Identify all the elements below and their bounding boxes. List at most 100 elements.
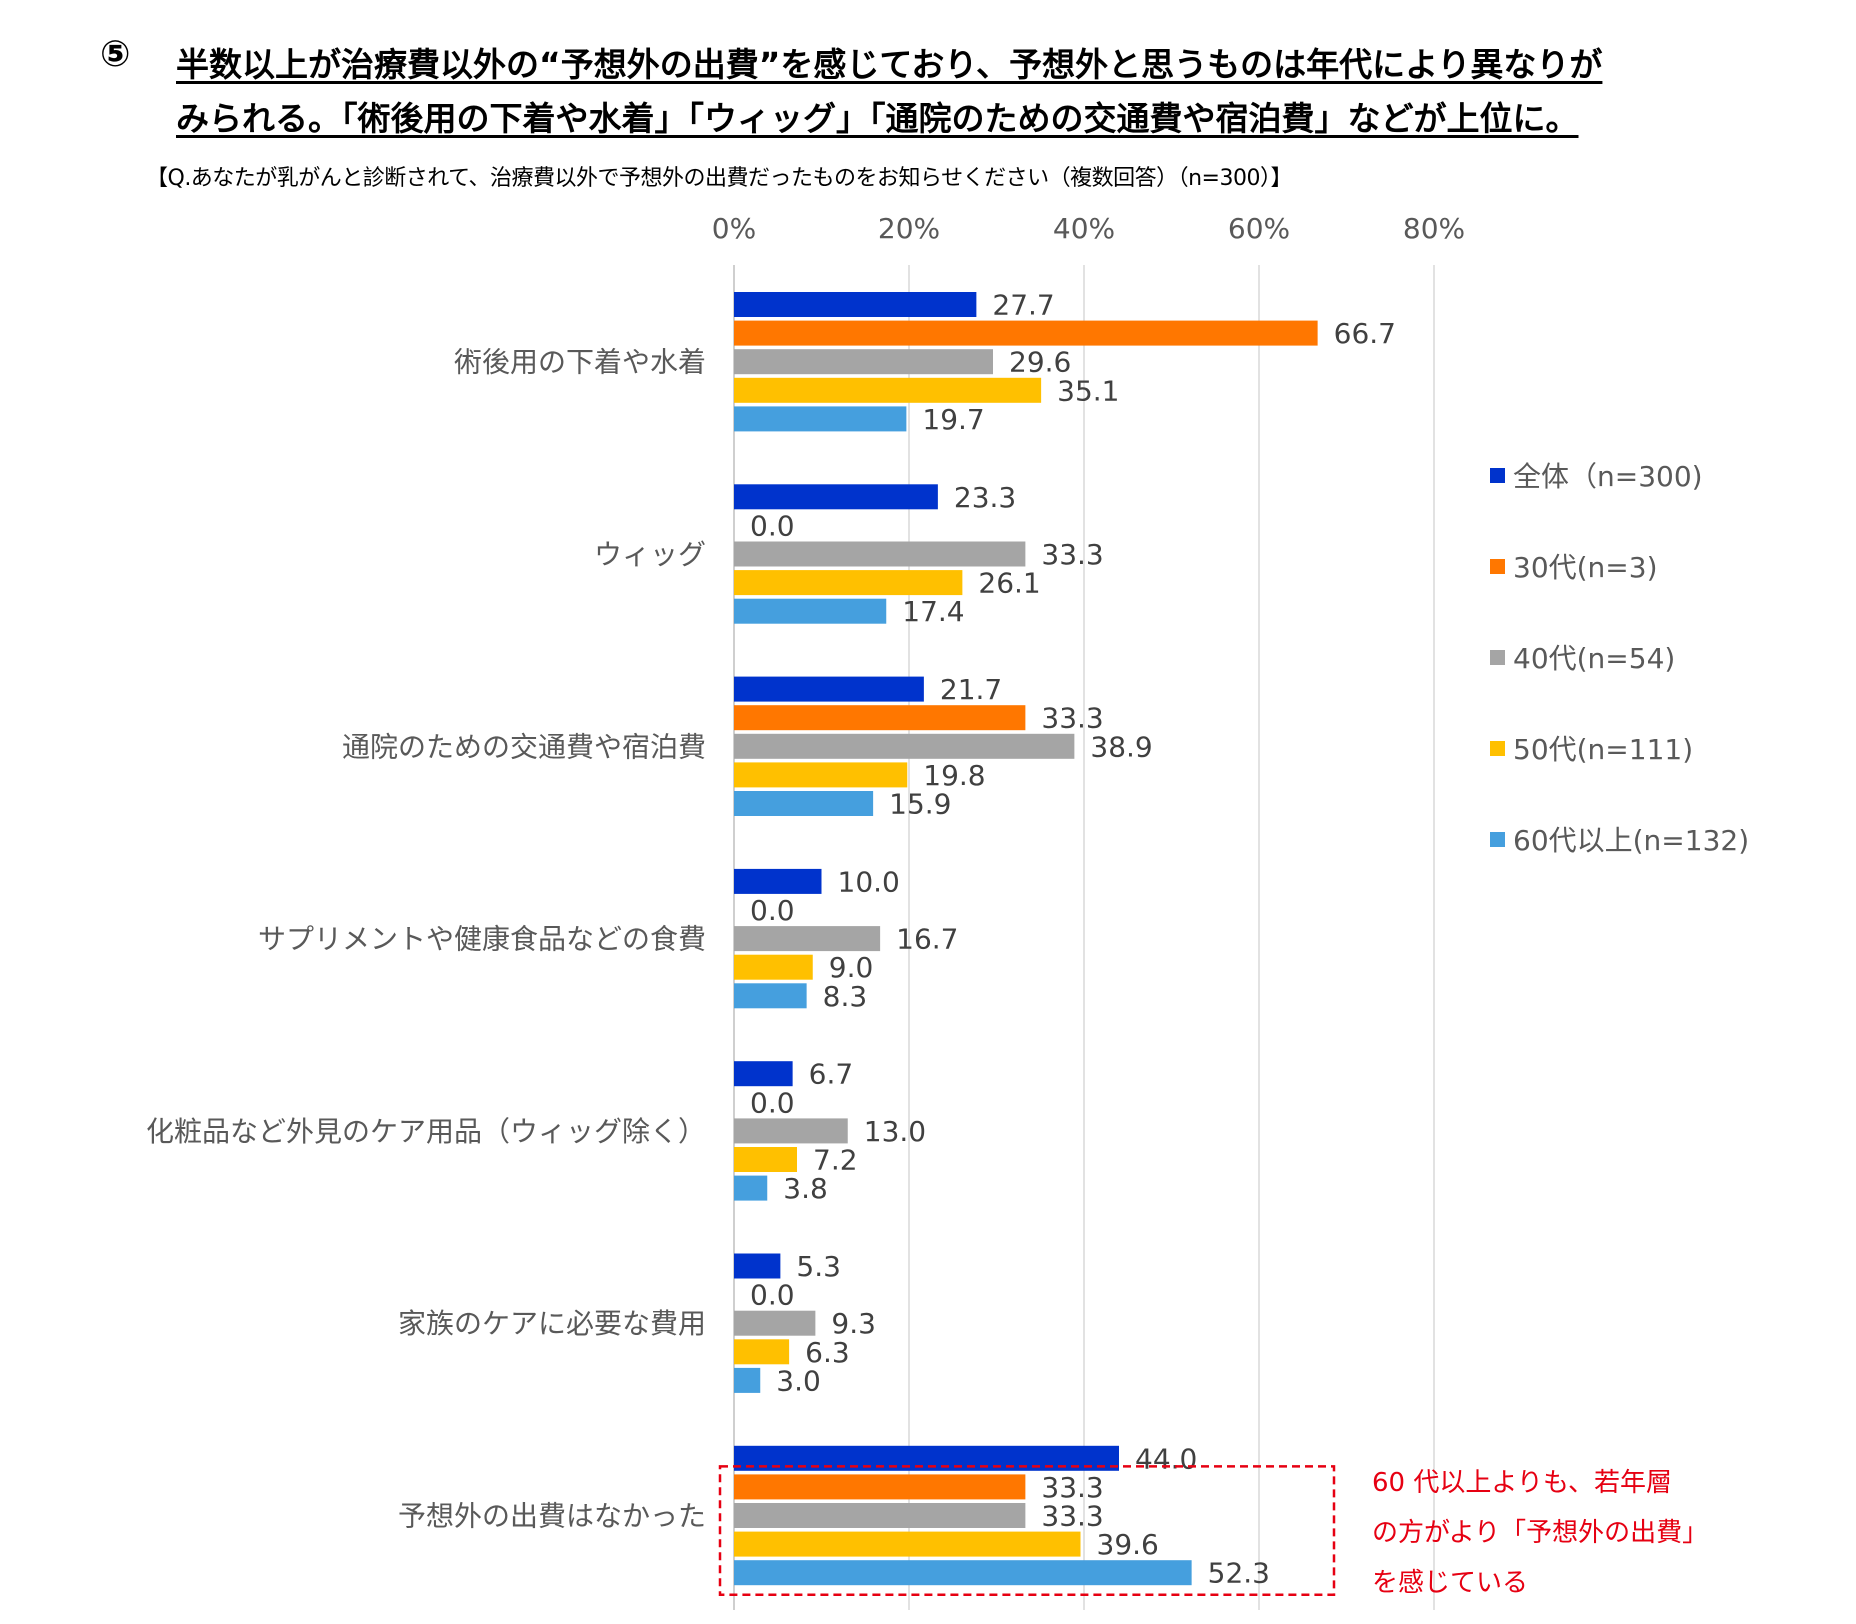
data-label: 26.1 (978, 567, 1040, 600)
category-label: 化粧品など外見のケア用品（ウィッグ除く） (146, 1115, 706, 1148)
x-tick-label: 0% (712, 212, 756, 245)
question-text: 【Q.あなたが乳がんと診断されて、治療費以外で予想外の出費だったものをお知らせく… (146, 166, 1292, 191)
data-label: 27.7 (992, 289, 1054, 322)
legend-label: 30代(n=3) (1513, 551, 1658, 584)
data-label: 29.6 (1009, 346, 1071, 379)
bar (734, 570, 963, 596)
bar (734, 733, 1075, 759)
legend-item: 全体（n=300) (1490, 455, 1703, 495)
title-number: ⑤ (100, 34, 131, 75)
legend-item: 30代(n=3) (1490, 546, 1658, 586)
data-label: 0.0 (750, 509, 795, 542)
annotation-line-3: を感じている (1372, 1568, 1529, 1598)
x-tick-label: 40% (1053, 212, 1115, 245)
bar (734, 1061, 793, 1087)
data-label: 23.3 (954, 481, 1016, 514)
legend-label: 60代以上(n=132) (1513, 824, 1750, 857)
data-label: 33.3 (1041, 1471, 1103, 1504)
legend-swatch (1490, 558, 1505, 574)
category-label: 術後用の下着や水着 (454, 346, 706, 379)
category-label: 家族のケアに必要な費用 (398, 1307, 706, 1340)
bar (734, 377, 1042, 403)
legend-item: 60代以上(n=132) (1490, 819, 1749, 859)
category-label: 通院のための交通費や宿泊費 (342, 730, 706, 763)
bar (734, 541, 1026, 567)
bar (734, 1310, 816, 1336)
annotation-line-2: の方がより「予想外の出費」 (1372, 1518, 1709, 1548)
bar (734, 705, 1026, 731)
bar (734, 954, 813, 980)
bar (734, 1339, 790, 1365)
data-label: 0.0 (750, 1086, 795, 1119)
title-line-2: みられる。「術後用の下着や水着」「ウィッグ」「通院のための交通費や宿泊費」などが… (176, 99, 1579, 138)
data-label: 7.2 (813, 1144, 858, 1177)
data-label: 3.0 (776, 1364, 821, 1397)
data-label: 33.3 (1041, 538, 1103, 571)
bar (734, 1367, 761, 1393)
data-label: 13.0 (864, 1115, 926, 1148)
data-label: 52.3 (1208, 1557, 1270, 1590)
x-tick-label: 80% (1403, 212, 1465, 245)
data-label: 0.0 (750, 1279, 795, 1312)
legend-swatch (1490, 831, 1505, 847)
x-tick-label: 20% (878, 212, 940, 245)
category-label: サプリメントや健康食品などの食費 (258, 923, 706, 956)
highlight-box (718, 1465, 1336, 1597)
data-label: 39.6 (1097, 1528, 1159, 1561)
data-label: 6.3 (805, 1336, 850, 1369)
legend-item: 40代(n=54) (1490, 637, 1675, 677)
legend-item: 50代(n=111) (1490, 728, 1693, 768)
bar (734, 484, 938, 510)
data-label: 33.3 (1041, 1500, 1103, 1533)
data-label: 9.3 (831, 1307, 876, 1340)
data-label: 19.8 (923, 759, 985, 792)
bar (734, 1503, 1026, 1528)
data-label: 9.0 (829, 951, 874, 984)
bar (734, 762, 908, 788)
legend-label: 40代(n=54) (1513, 642, 1676, 675)
bar (734, 926, 881, 952)
data-label: 38.9 (1090, 730, 1152, 763)
bar (734, 983, 807, 1009)
data-label: 44.0 (1135, 1442, 1197, 1475)
bar (734, 791, 874, 816)
category-label: ウィッグ (594, 538, 706, 571)
data-label: 3.8 (783, 1172, 828, 1205)
data-label: 21.7 (940, 673, 1002, 706)
bar (734, 1560, 1192, 1586)
bar (734, 1474, 1026, 1500)
data-label: 10.0 (838, 865, 900, 898)
data-label: 6.7 (809, 1058, 854, 1091)
data-label: 33.3 (1041, 702, 1103, 735)
bar (734, 320, 1318, 346)
bar (734, 406, 907, 432)
legend-label: 全体（n=300) (1513, 460, 1703, 493)
bar (734, 598, 887, 624)
data-label: 5.3 (796, 1250, 841, 1283)
data-label: 35.1 (1057, 374, 1119, 407)
bar (734, 1175, 768, 1201)
data-label: 15.9 (889, 788, 951, 821)
data-label: 16.7 (896, 923, 958, 956)
legend-swatch (1490, 740, 1505, 756)
bar (734, 1118, 848, 1144)
bar (734, 676, 924, 702)
bar (734, 1253, 781, 1279)
legend-label: 50代(n=111) (1513, 733, 1694, 766)
bar (734, 1531, 1081, 1557)
data-label: 8.3 (823, 980, 868, 1013)
bar (734, 1147, 797, 1172)
data-label: 19.7 (922, 403, 984, 436)
data-label: 0.0 (750, 894, 795, 927)
data-label: 66.7 (1334, 317, 1396, 350)
annotation-text: 60 代以上よりも、若年層 の方がより「予想外の出費」 を感じている (1372, 1458, 1708, 1608)
data-label: 17.4 (902, 595, 964, 628)
category-label: 予想外の出費はなかった (398, 1500, 706, 1533)
legend-swatch (1490, 649, 1505, 665)
legend-swatch (1490, 467, 1505, 483)
x-tick-label: 60% (1228, 212, 1290, 245)
annotation-line-1: 60 代以上よりも、若年層 (1372, 1468, 1673, 1498)
bar (734, 292, 977, 317)
bar (734, 868, 822, 894)
